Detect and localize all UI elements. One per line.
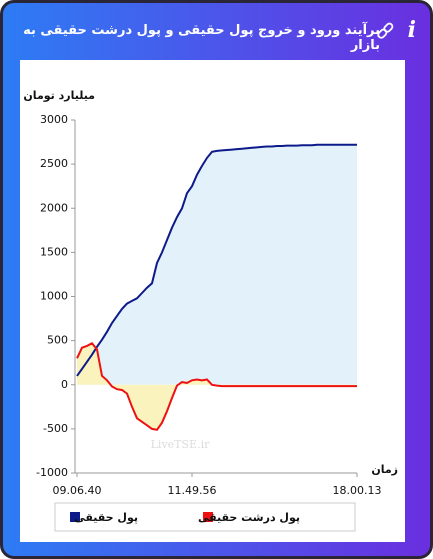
y-axis-label: میلیارد تومان — [23, 89, 95, 102]
info-icon[interactable]: i — [407, 17, 416, 43]
y-tick-label: -500 — [43, 422, 68, 435]
x-tick-label: 11.49.56 — [168, 484, 217, 497]
line — [76, 143, 357, 377]
x-tick-label: 09.06.40 — [53, 484, 102, 497]
y-tick-label: 2000 — [40, 201, 68, 214]
link-icon — [377, 22, 394, 39]
y-tick-label: 3000 — [40, 113, 68, 126]
y-tick-label: 0 — [61, 378, 68, 391]
x-tick-label: 18.00.13 — [333, 484, 382, 497]
line — [76, 342, 357, 431]
legend-swatch — [70, 512, 80, 522]
x-axis-label: زمان — [371, 463, 398, 476]
legend-label: پول درشت حقیقی — [198, 511, 300, 524]
y-tick-label: 500 — [47, 334, 68, 347]
legend-swatch — [203, 512, 213, 522]
y-tick-label: 1000 — [40, 290, 68, 303]
y-tick-label: 1500 — [40, 245, 68, 258]
area — [77, 343, 357, 430]
y-tick-label: 2500 — [40, 157, 68, 170]
y-tick-label: -1000 — [36, 466, 68, 479]
card-title: برآیند ورود و خروج پول حقیقی و پول درشت … — [23, 23, 380, 53]
area — [77, 144, 357, 385]
legend-label: پول حقیقی — [74, 511, 138, 524]
watermark: LiveTSE.ir — [151, 438, 210, 451]
